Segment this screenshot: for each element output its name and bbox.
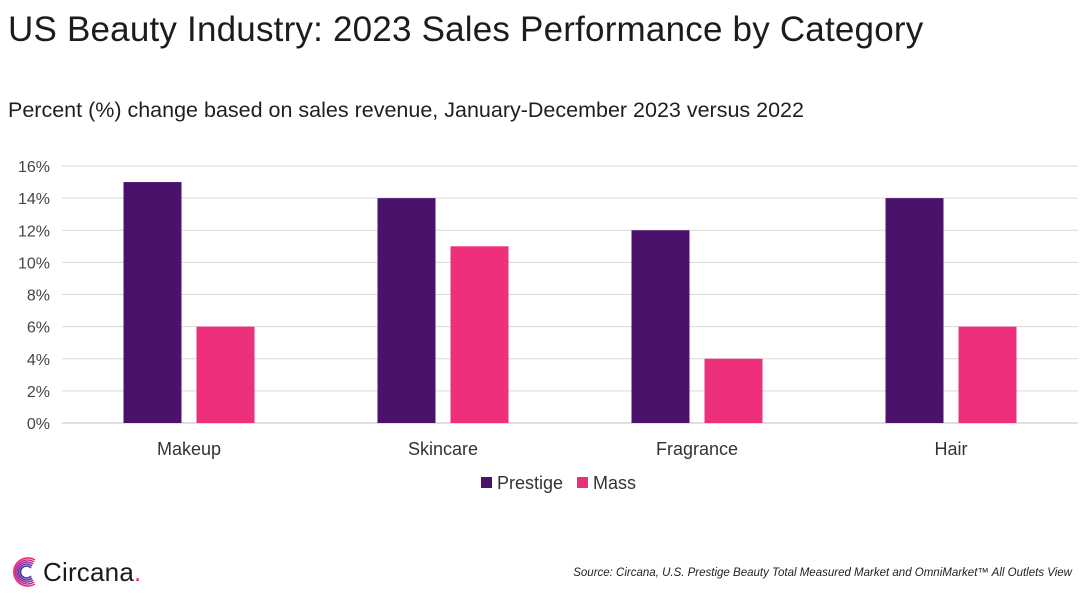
y-tick-label: 8%: [27, 288, 50, 305]
legend: Prestige Mass: [481, 473, 636, 493]
y-axis-ticks: 0% 2% 4% 6% 8% 10% 12% 14% 16%: [18, 159, 50, 433]
logo-wordmark: Circana.: [43, 557, 141, 588]
legend-swatch-prestige: [481, 477, 492, 488]
x-category-label: Makeup: [157, 439, 221, 459]
bar-skincare-mass: [450, 246, 509, 423]
y-tick-label: 14%: [18, 191, 50, 208]
x-category-label: Hair: [934, 439, 967, 459]
bar-makeup-mass: [196, 326, 255, 423]
y-tick-label: 2%: [27, 384, 50, 401]
chart-title: US Beauty Industry: 2023 Sales Performan…: [8, 10, 924, 49]
bar-makeup-prestige: [123, 182, 182, 423]
legend-swatch-mass: [577, 477, 588, 488]
chart-subtitle: Percent (%) change based on sales revenu…: [8, 98, 804, 122]
logo-wordmark-text: Circana: [43, 556, 134, 587]
circana-logo-mark-icon: [13, 557, 36, 587]
bar-hair-prestige: [885, 198, 944, 423]
y-tick-label: 10%: [18, 255, 50, 272]
x-category-label: Skincare: [408, 439, 478, 459]
y-tick-label: 0%: [27, 416, 50, 433]
bar-skincare-prestige: [377, 198, 436, 423]
bars: [123, 182, 1017, 423]
legend-label-mass: Mass: [593, 473, 636, 493]
logo-wordmark-dot: .: [134, 556, 142, 587]
legend-label-prestige: Prestige: [497, 473, 563, 493]
circana-logo: Circana.: [8, 552, 141, 592]
source-note: Source: Circana, U.S. Prestige Beauty To…: [573, 567, 1072, 579]
bar-hair-mass: [958, 326, 1017, 423]
x-axis-categories: Makeup Skincare Fragrance Hair: [157, 439, 968, 459]
y-tick-label: 6%: [27, 320, 50, 337]
y-tick-label: 4%: [27, 352, 50, 369]
x-category-label: Fragrance: [656, 439, 738, 459]
bar-fragrance-mass: [704, 358, 763, 423]
y-tick-label: 16%: [18, 159, 50, 176]
y-tick-label: 12%: [18, 223, 50, 240]
bar-fragrance-prestige: [631, 230, 690, 423]
